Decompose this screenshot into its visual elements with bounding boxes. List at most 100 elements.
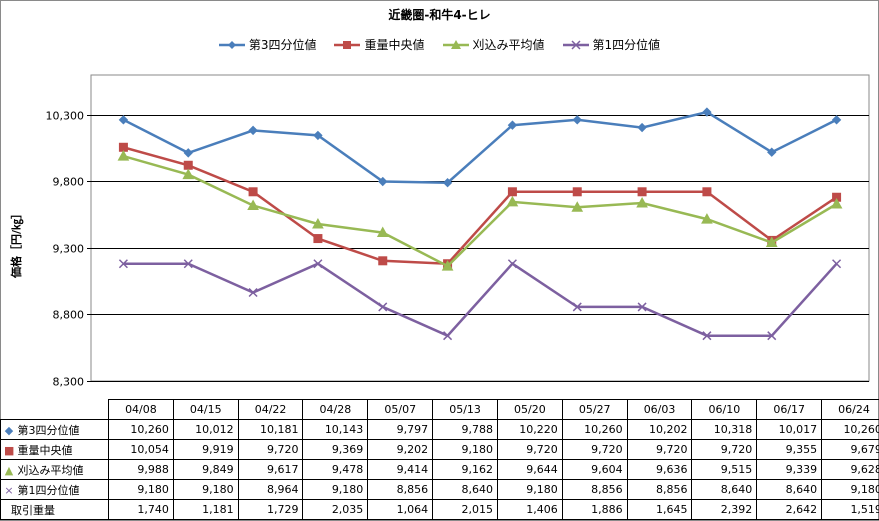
table-row: 取引重量 1,740 1,181 1,729 2,035 1,064 2,015 1,406 1… [0,499,879,520]
x-tick-label: 04/15 [172,399,239,420]
data-point [183,259,193,269]
series-line [123,146,838,265]
table-cell: 1,729 [237,499,304,520]
data-point [831,115,842,125]
series-line [123,262,838,338]
legend-label: 第3四分位値 [248,38,317,52]
data-point [248,287,258,298]
table-cell: 9,202 [367,439,434,460]
data-point [313,130,323,141]
table-cell: 2,392 [691,499,758,520]
legend-label: 重量中央値 [364,38,425,52]
table-cell: 9,720 [237,439,304,460]
y-tick-label: 9,800 [53,176,85,189]
y-tick-label: 8,300 [53,376,85,389]
table-cell: 9,720 [561,439,628,460]
data-point [637,122,647,133]
table-cell: 9,797 [367,419,434,440]
table-cell: 9,849 [172,459,239,480]
legend-label: 刈込み平均値 [472,38,545,52]
table-cell: 9,180 [432,439,498,460]
table-cell: 1,886 [561,499,628,520]
table-cell: 9,339 [756,459,823,480]
data-point [832,259,842,269]
table-row: ▲ 刈込み平均値 9,988 9,849 9,617 9,478 9,414 9,162 9,… [0,459,879,480]
table-cell: 8,640 [756,479,823,500]
x-tick-label: 06/10 [691,399,758,420]
line-chart: 8,300 8,800 9,300 9,800 10,300 [46,74,870,389]
table-cell: 9,414 [367,459,434,480]
table-cell: 9,515 [691,459,758,480]
data-point [118,115,129,125]
row-label: ▲ 刈込み平均値 [0,459,109,480]
table-cell: 10,143 [302,419,369,440]
data-point [507,120,518,130]
legend-swatch [218,40,245,49]
data-point [702,107,712,117]
table-cell: 9,180 [172,479,239,500]
table-cell: 9,788 [432,419,498,440]
data-point [702,331,712,341]
x-tick-label: 06/17 [756,399,823,420]
table-cell: 9,644 [496,459,563,480]
x-tick-label: 05/13 [432,399,498,420]
table-cell: 9,355 [756,439,823,460]
data-point [767,147,777,157]
series-line [122,110,838,184]
diamond-marker-icon: ◆ [4,423,14,437]
table-cell: 9,478 [302,459,369,480]
row-label-text: 重量中央値 [14,443,73,457]
table-cell: 10,260 [821,419,879,440]
table-cell: 8,856 [626,479,693,500]
x-tick-label: 04/22 [237,399,304,420]
legend-item: 第3四分位値 [218,36,317,53]
data-point [378,302,388,312]
data-point [378,256,388,266]
data-point [572,115,582,125]
table-cell: 10,318 [691,419,758,440]
legend-label: 第1四分位値 [592,38,661,52]
table-cell: 1,406 [496,499,563,520]
data-point [312,218,324,229]
table-cell: 1,740 [108,499,174,520]
data-point [182,168,195,180]
legend-swatch [334,40,361,49]
table-cell: 1,519 [821,499,879,520]
row-label: × 第1四分位値 [0,479,109,500]
y-tick-label: 8,800 [53,309,85,322]
table-cell: 9,988 [108,459,174,480]
data-point [313,234,323,244]
data-point [248,187,258,197]
row-label-text: 第3四分位値 [14,423,80,437]
table-cell: 8,964 [237,479,304,500]
data-point [117,150,130,161]
data-point [702,187,712,197]
table-cell: 9,180 [108,479,174,500]
legend-item: 刈込み平均値 [442,36,545,53]
x-tick-label: 05/20 [496,399,563,420]
table-cell: 8,856 [367,479,434,500]
x-tick-label: 04/08 [108,399,174,420]
table-cell: 9,919 [172,439,239,460]
legend-item: 第1四分位値 [562,36,661,53]
triangle-marker-icon: ▲ [4,463,14,477]
table-cell: 9,636 [626,459,693,480]
table-cell: 10,202 [626,419,693,440]
table-cell: 9,679 [821,439,879,460]
row-label: ◆ 第3四分位値 [0,419,109,440]
table-cell: 9,604 [561,459,628,480]
table-row: ■ 重量中央値 10,054 9,919 9,720 9,369 9,202 9,180 9,… [0,439,879,460]
legend-item: 重量中央値 [334,36,425,53]
table-row: ◆ 第3四分位値 10,260 10,012 10,181 10,143 9,797 9,7… [0,419,879,440]
data-point [441,260,454,271]
legend-swatch [442,39,469,49]
table-cell: 10,260 [108,419,174,440]
data-point [248,125,258,136]
data-table: 04/08 04/15 04/22 04/28 05/07 05/13 05/20 05/27… [0,399,879,520]
data-point [830,198,843,209]
table-cell: 10,260 [561,419,628,440]
table-cell: 9,628 [821,459,879,480]
data-point [571,201,584,212]
row-label-text: 第1四分位値 [14,483,80,497]
data-point [507,259,517,269]
